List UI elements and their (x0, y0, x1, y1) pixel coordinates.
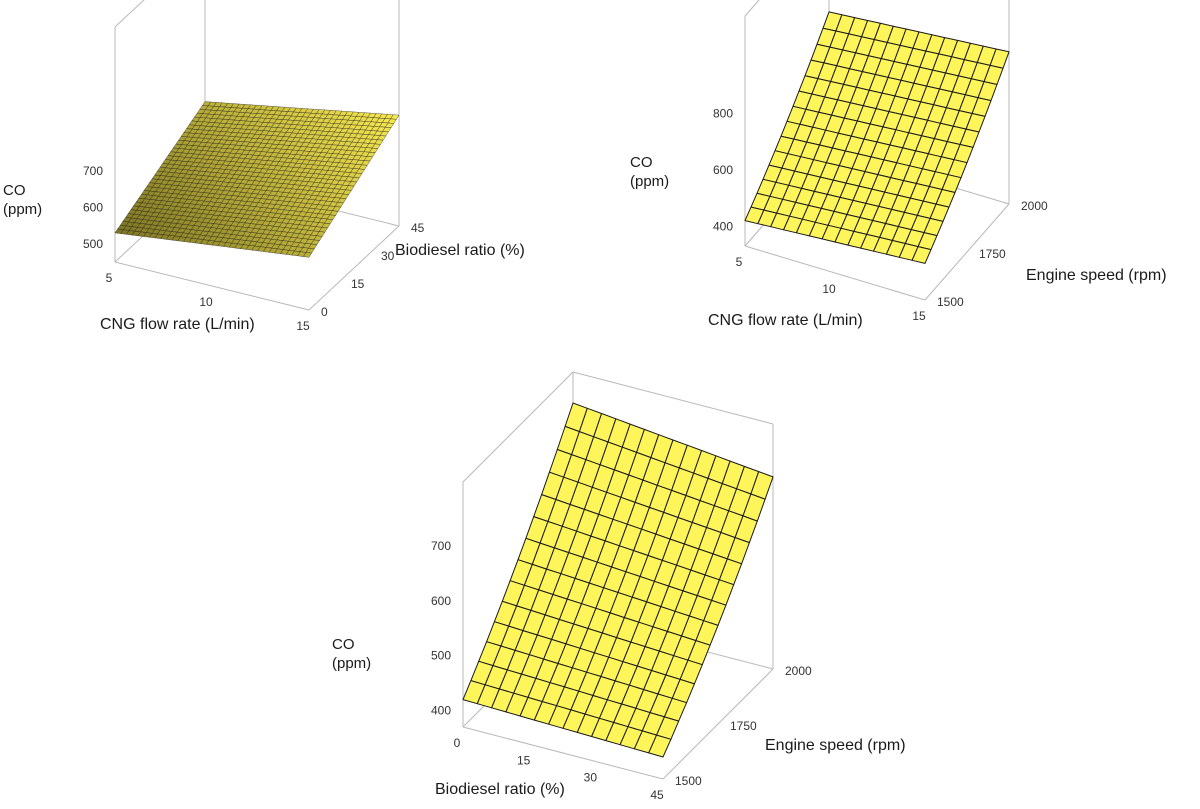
z-tick-label: 600 (713, 163, 733, 177)
y-tick-label: 1750 (979, 247, 1006, 261)
axis-line-y (308, 225, 400, 311)
y-axis-label: Biodiesel ratio (%) (395, 242, 525, 259)
surface-cell (911, 246, 932, 264)
x-axis-label: CNG flow rate (L/min) (100, 316, 255, 333)
z-tick-label: 400 (713, 219, 733, 233)
axis-line-x (744, 245, 926, 301)
z-axis-label: CO (ppm) (332, 636, 372, 672)
z-tick-label: 600 (431, 594, 451, 608)
box-edge (462, 371, 574, 483)
surface-cell (648, 734, 672, 758)
y-axis-label: Engine speed (rpm) (1026, 267, 1167, 284)
x-tick-label: 15 (517, 753, 531, 767)
x-tick-label: 10 (199, 295, 213, 309)
y-tick-label: 2000 (1021, 199, 1048, 213)
y-tick-label: 45 (411, 221, 425, 235)
x-tick-label: 15 (912, 309, 926, 323)
tick-labels: 5 10 15 1500 1750 2000 400 600 800 (713, 107, 1048, 323)
x-axis-label: CNG flow rate (L/min) (708, 312, 863, 329)
y-tick-label: 15 (351, 277, 365, 291)
surface-cell (303, 252, 312, 258)
axis-line-y (662, 668, 774, 780)
x-tick-label: 15 (296, 319, 310, 333)
y-tick-label: 1750 (730, 719, 757, 733)
y-tick-label: 2000 (785, 664, 812, 678)
y-tick-label: 30 (381, 249, 395, 263)
x-tick-label: 45 (650, 788, 664, 802)
z-tick-label: 500 (83, 237, 103, 251)
response-surface (744, 11, 1010, 264)
response-surface (114, 101, 400, 258)
y-axis-label: Engine speed (rpm) (765, 737, 906, 754)
z-tick-label: 600 (83, 200, 103, 214)
tick-labels: 0 15 30 45 1500 1750 2000 400 500 600 700 (431, 539, 812, 802)
z-axis-label: CO (ppm) (630, 154, 670, 190)
z-tick-label: 500 (431, 649, 451, 663)
z-tick-label: 700 (431, 539, 451, 553)
z-tick-label: 700 (83, 164, 103, 178)
box-edge (114, 0, 145, 28)
y-tick-label: 1500 (937, 295, 964, 309)
x-tick-label: 0 (454, 736, 461, 750)
axis-line-y (924, 203, 1010, 301)
response-surface (462, 402, 774, 758)
z-axis-label: CO (ppm) (3, 182, 43, 218)
tick-labels: 5 10 15 0 15 30 45 500 600 700 (83, 164, 425, 333)
axis-line-x (114, 261, 310, 311)
axis-line-x (462, 726, 664, 780)
y-tick-label: 0 (321, 305, 328, 319)
x-axis-label: Biodiesel ratio (%) (435, 781, 565, 798)
z-tick-label: 800 (713, 107, 733, 121)
y-tick-label: 1500 (675, 774, 702, 788)
x-tick-label: 5 (106, 271, 113, 285)
x-tick-label: 5 (736, 255, 743, 269)
box-edge (572, 371, 774, 425)
x-tick-label: 10 (822, 282, 836, 296)
x-tick-label: 30 (584, 771, 598, 785)
z-tick-label: 400 (431, 704, 451, 718)
